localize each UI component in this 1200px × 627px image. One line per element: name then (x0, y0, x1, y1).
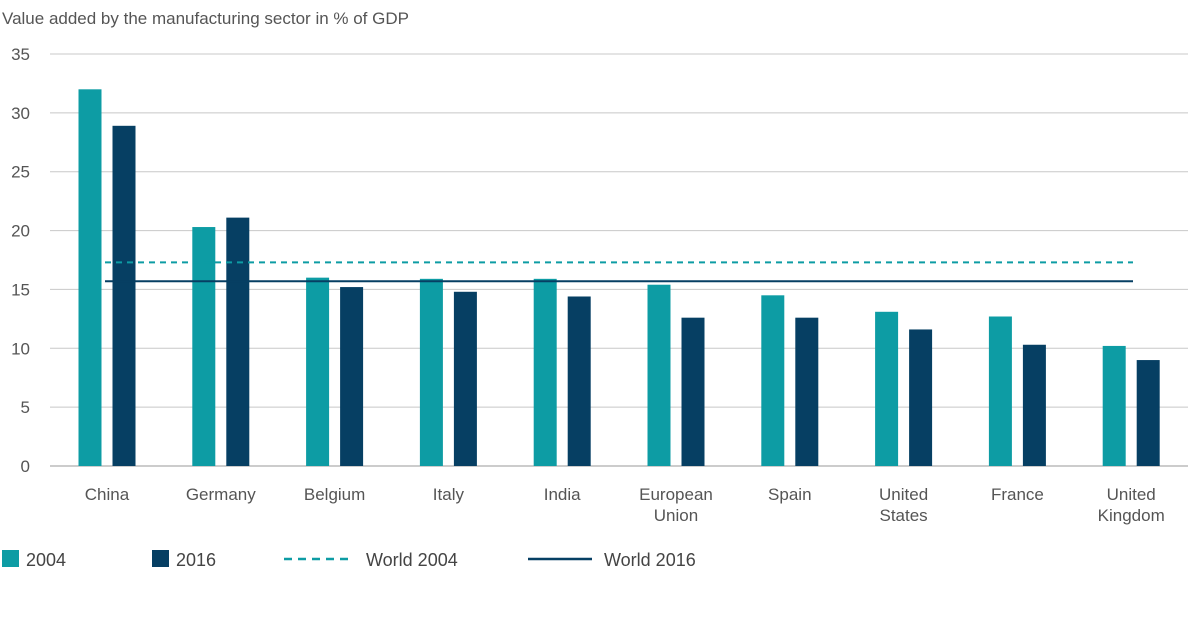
bar-2004 (875, 311, 899, 466)
gridlines (50, 53, 1188, 467)
y-tick-label: 35 (11, 45, 30, 64)
x-tick-label: Spain (768, 485, 811, 504)
x-tick-label: Germany (186, 485, 256, 504)
bar-2016 (1022, 344, 1046, 466)
y-tick-label: 15 (11, 280, 30, 299)
x-tick-label: Italy (433, 485, 465, 504)
y-tick-label: 30 (11, 104, 30, 123)
x-tick-label: China (85, 485, 130, 504)
bar-2004 (647, 284, 671, 466)
bar-2004 (192, 227, 216, 466)
reference-lines (105, 261, 1133, 283)
legend-label: 2016 (176, 550, 216, 570)
bar-2016 (681, 317, 705, 466)
y-tick-label: 10 (11, 339, 30, 358)
x-tick-label: Kingdom (1098, 506, 1165, 525)
y-tick-label: 25 (11, 163, 30, 182)
bar-2004 (1102, 345, 1126, 466)
y-tick-label: 20 (11, 222, 30, 241)
y-tick-label: 0 (21, 457, 30, 476)
x-tick-label: United (879, 485, 928, 504)
bar-2016 (909, 329, 933, 466)
bar-2004 (761, 295, 785, 466)
bar-2016 (112, 125, 136, 466)
legend: 2004 2016 World 2004 World 2016 (2, 550, 696, 570)
legend-label: World 2016 (604, 550, 696, 570)
legend-swatch-2016 (152, 550, 169, 567)
bar-2016 (453, 291, 477, 466)
bar-2004 (78, 89, 102, 467)
x-tick-label: Union (654, 506, 698, 525)
legend-label: 2004 (26, 550, 66, 570)
bars (78, 89, 1160, 467)
y-tick-label: 5 (21, 398, 30, 417)
x-tick-label: Belgium (304, 485, 365, 504)
bar-2004 (306, 277, 330, 466)
x-tick-label: France (991, 485, 1044, 504)
bar-2016 (795, 317, 819, 466)
legend-label: World 2004 (366, 550, 458, 570)
bar-2004 (419, 278, 443, 466)
x-tick-label: India (544, 485, 581, 504)
y-axis-ticks: 0 5 10 15 20 25 30 35 (11, 45, 30, 476)
bar-2016 (226, 217, 250, 466)
x-tick-label: United (1107, 485, 1156, 504)
x-axis-labels: China Germany Belgium Italy India European Uni… (85, 485, 1165, 525)
chart-title: Value added by the manufacturing sector … (2, 9, 409, 28)
bar-2004 (988, 316, 1012, 466)
bar-2016 (567, 296, 591, 466)
x-tick-label: States (879, 506, 927, 525)
legend-swatch-2004 (2, 550, 19, 567)
x-tick-label: European (639, 485, 713, 504)
bar-2016 (1136, 360, 1160, 466)
bar-2016 (340, 287, 364, 466)
bar-2004 (533, 278, 557, 466)
